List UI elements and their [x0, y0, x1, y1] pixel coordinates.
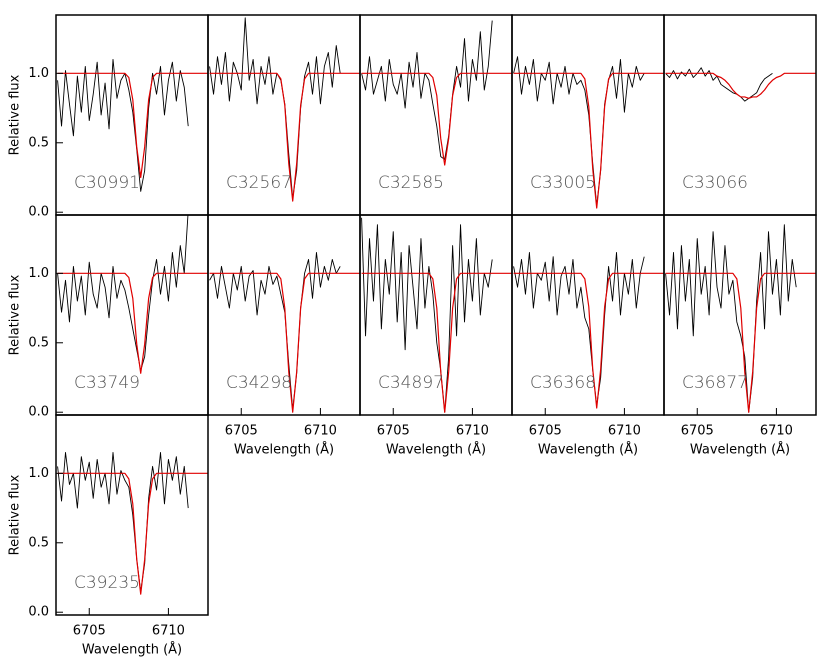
panel: C32567	[207, 14, 361, 216]
panel: C39235 0.0 0.5 1.0 6705 6710 Relative flux Wave…	[8, 414, 209, 658]
panel-label: C32567	[226, 173, 292, 193]
x-tick-label: 6705	[225, 424, 258, 439]
panel-label: C34897	[378, 373, 444, 393]
panel-label: C33749	[74, 373, 140, 393]
spectrum-line	[57, 452, 189, 592]
plot-area	[57, 452, 208, 595]
x-tick-label: 6710	[760, 424, 793, 439]
plot-area	[513, 252, 664, 409]
fit-line	[665, 272, 816, 413]
panel: C36368 6705 6710 Wavelength (Å)	[511, 214, 665, 458]
plot-area	[361, 217, 512, 413]
x-axis-label: Wavelength (Å)	[234, 442, 334, 458]
panel: C34298 6705 6710 Wavelength (Å)	[207, 214, 361, 458]
plot-area	[665, 67, 816, 102]
x-axis-label: Wavelength (Å)	[82, 642, 182, 658]
panel: C34897 6705 6710 Wavelength (Å)	[359, 214, 513, 458]
spectrum-line	[361, 217, 493, 413]
panel: C33066	[663, 14, 817, 216]
fit-line	[209, 72, 360, 202]
panel-label: C36877	[682, 373, 748, 393]
panel: C33005	[511, 14, 665, 216]
x-tick-label: 6710	[304, 424, 337, 439]
y-axis-label: Relative flux	[8, 274, 23, 355]
spectrum-line	[57, 58, 189, 192]
y-tick-label: 0.0	[28, 605, 49, 620]
spectrum-line	[361, 20, 493, 160]
spectrum-line	[209, 17, 341, 199]
x-tick-label: 6705	[529, 424, 562, 439]
panel-label: C32585	[378, 173, 444, 193]
x-tick-label: 6705	[73, 624, 106, 639]
fit-line	[57, 472, 208, 595]
plot-area	[361, 20, 512, 166]
panel: C32585	[359, 14, 513, 216]
y-tick-label: 0.5	[28, 335, 49, 350]
spectrum-line	[665, 67, 773, 102]
fit-line	[665, 72, 816, 99]
x-tick-label: 6710	[456, 424, 489, 439]
fit-line	[513, 72, 664, 209]
x-axis-label: Wavelength (Å)	[386, 442, 486, 458]
panel-label: C36368	[530, 373, 596, 393]
plot-area	[513, 56, 664, 209]
plot-area	[665, 224, 816, 413]
y-axis-label: Relative flux	[8, 74, 23, 155]
fit-line	[361, 72, 512, 166]
x-tick-label: 6705	[681, 424, 714, 439]
spectrum-line	[513, 252, 645, 406]
panel-label: C34298	[226, 373, 292, 393]
panel-label: C33066	[682, 173, 748, 193]
y-tick-label: 1.0	[28, 466, 49, 481]
y-tick-label: 0.5	[28, 535, 49, 550]
panel-label: C33005	[530, 173, 596, 193]
spectrum-line	[209, 252, 341, 410]
y-tick-label: 0.5	[28, 135, 49, 150]
fit-line	[513, 272, 664, 409]
y-tick-label: 1.0	[28, 266, 49, 281]
panel-label: C30991	[74, 173, 140, 193]
plot-area	[57, 215, 208, 374]
fit-line	[361, 272, 512, 413]
plot-area	[209, 17, 360, 202]
fit-line	[209, 272, 360, 413]
x-tick-label: 6710	[152, 624, 185, 639]
spectrum-line	[57, 215, 189, 372]
fit-line	[57, 72, 208, 179]
y-axis-label: Relative flux	[8, 474, 23, 555]
panel-frame	[55, 414, 209, 616]
spectrum-line	[665, 224, 797, 413]
y-tick-label: 0.0	[28, 205, 49, 220]
spectrum-line	[513, 56, 645, 206]
x-tick-label: 6705	[377, 424, 410, 439]
y-tick-label: 0.0	[28, 405, 49, 420]
panel: C33749 0.0 0.5 1.0 Relative flux	[8, 214, 209, 420]
x-axis-label: Wavelength (Å)	[690, 442, 790, 458]
y-tick-label: 1.0	[28, 66, 49, 81]
plot-area	[209, 252, 360, 413]
panel-label: C39235	[74, 573, 140, 593]
x-tick-label: 6710	[608, 424, 641, 439]
panel-frame	[663, 214, 817, 416]
plot-area	[57, 58, 208, 192]
x-axis-label: Wavelength (Å)	[538, 442, 638, 458]
fit-line	[57, 272, 208, 374]
panel: C36877 6705 6710 Wavelength (Å)	[663, 214, 817, 458]
panel: C30991 0.0 0.5 1.0 Relative flux	[8, 14, 209, 220]
